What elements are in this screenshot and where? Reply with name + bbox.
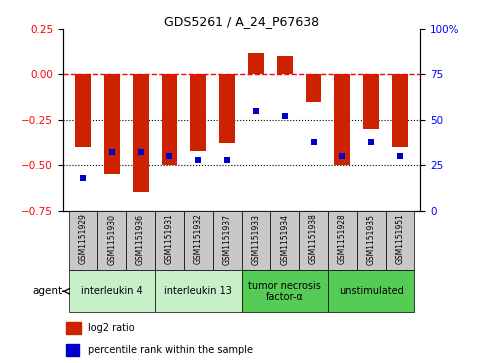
Text: interleukin 4: interleukin 4 <box>81 286 142 296</box>
FancyBboxPatch shape <box>242 270 328 312</box>
Text: agent: agent <box>32 286 62 296</box>
Bar <box>363 74 379 129</box>
FancyBboxPatch shape <box>270 211 299 270</box>
Text: GSM1151931: GSM1151931 <box>165 213 174 264</box>
Text: interleukin 13: interleukin 13 <box>164 286 232 296</box>
Bar <box>334 74 350 165</box>
Text: GSM1151932: GSM1151932 <box>194 213 203 264</box>
Bar <box>104 74 120 174</box>
Text: GSM1151937: GSM1151937 <box>223 213 231 265</box>
Text: GSM1151930: GSM1151930 <box>107 213 116 265</box>
Bar <box>219 74 235 143</box>
Point <box>79 175 87 181</box>
Point <box>137 150 144 155</box>
Bar <box>161 74 177 165</box>
Bar <box>133 74 149 192</box>
Text: GSM1151938: GSM1151938 <box>309 213 318 264</box>
Title: GDS5261 / A_24_P67638: GDS5261 / A_24_P67638 <box>164 15 319 28</box>
Text: GSM1151936: GSM1151936 <box>136 213 145 265</box>
Text: GSM1151951: GSM1151951 <box>396 213 405 264</box>
Text: unstimulated: unstimulated <box>339 286 404 296</box>
FancyBboxPatch shape <box>98 211 126 270</box>
Bar <box>66 344 79 356</box>
Text: tumor necrosis
factor-α: tumor necrosis factor-α <box>248 281 321 302</box>
Bar <box>392 74 408 147</box>
Point <box>252 108 260 114</box>
FancyBboxPatch shape <box>328 270 414 312</box>
FancyBboxPatch shape <box>357 211 385 270</box>
FancyBboxPatch shape <box>299 211 328 270</box>
FancyBboxPatch shape <box>155 211 184 270</box>
Text: GSM1151934: GSM1151934 <box>280 213 289 265</box>
Text: GSM1151929: GSM1151929 <box>78 213 87 264</box>
FancyBboxPatch shape <box>155 270 242 312</box>
Point <box>194 157 202 163</box>
Text: log2 ratio: log2 ratio <box>88 323 134 333</box>
Text: GSM1151933: GSM1151933 <box>252 213 260 265</box>
FancyBboxPatch shape <box>69 211 98 270</box>
Text: percentile rank within the sample: percentile rank within the sample <box>88 345 253 355</box>
Point <box>281 113 289 119</box>
Bar <box>306 74 322 102</box>
Point <box>396 153 404 159</box>
Bar <box>190 74 206 151</box>
Bar <box>277 56 293 74</box>
Point <box>310 139 317 144</box>
Bar <box>66 322 81 334</box>
FancyBboxPatch shape <box>242 211 270 270</box>
Point <box>223 157 231 163</box>
Text: GSM1151928: GSM1151928 <box>338 213 347 264</box>
Bar <box>75 74 91 147</box>
Text: GSM1151935: GSM1151935 <box>367 213 376 265</box>
FancyBboxPatch shape <box>184 211 213 270</box>
Point <box>108 150 115 155</box>
Point <box>368 139 375 144</box>
FancyBboxPatch shape <box>126 211 155 270</box>
FancyBboxPatch shape <box>385 211 414 270</box>
Point <box>339 153 346 159</box>
FancyBboxPatch shape <box>328 211 357 270</box>
Point <box>166 153 173 159</box>
FancyBboxPatch shape <box>69 270 155 312</box>
FancyBboxPatch shape <box>213 211 242 270</box>
Bar <box>248 53 264 74</box>
